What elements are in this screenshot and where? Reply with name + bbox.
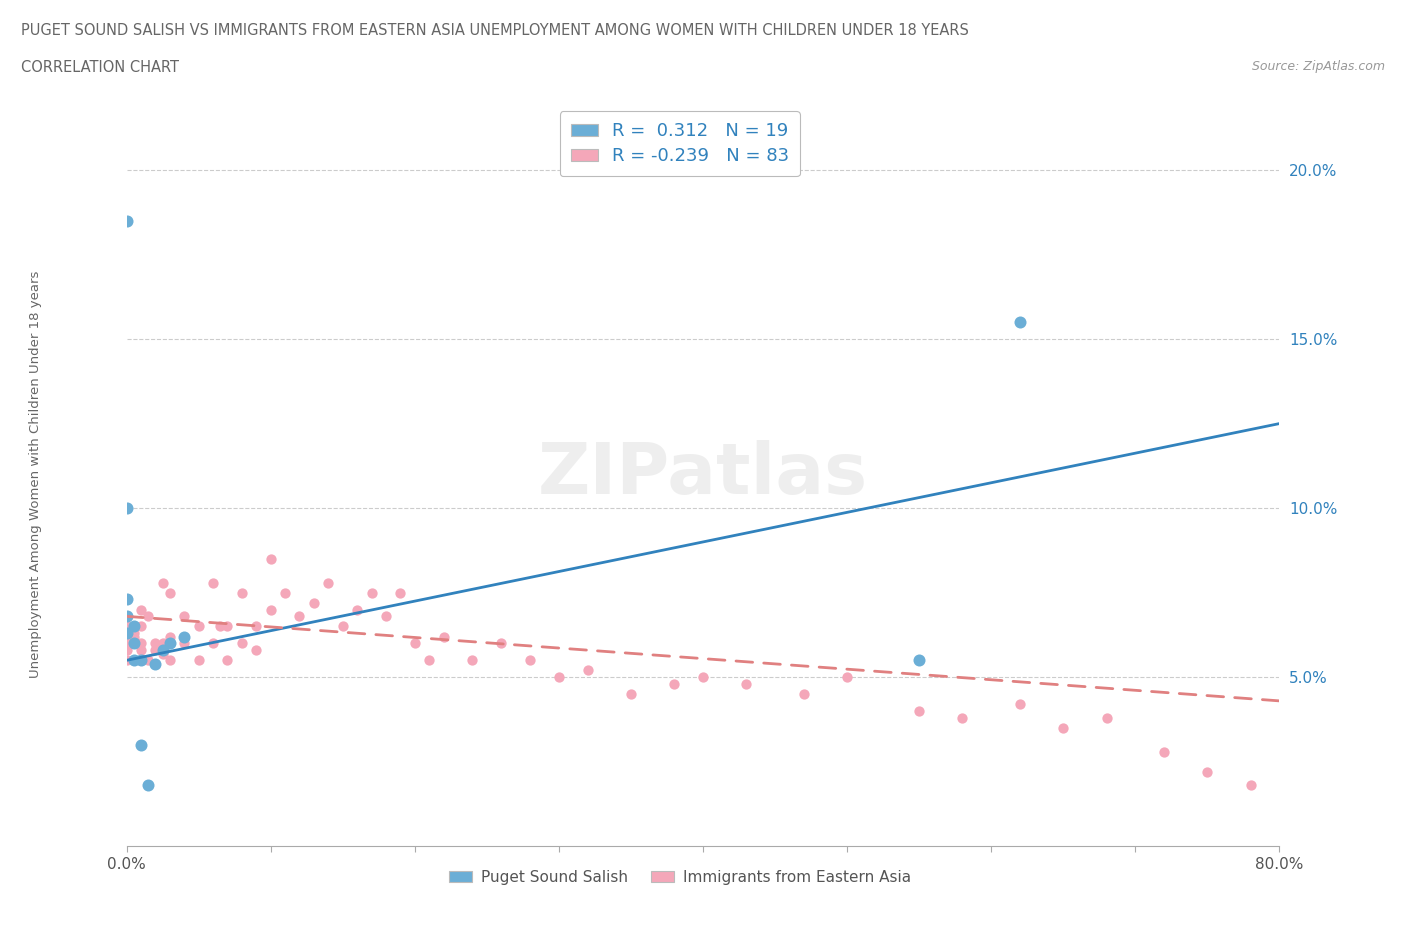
Point [129, 619, 152, 634]
Point [122, 636, 145, 651]
Point [548, 670, 571, 684]
Point [461, 653, 484, 668]
Text: Unemployment Among Women with Children Under 18 years: Unemployment Among Women with Children U… [28, 271, 42, 678]
Point [115, 609, 138, 624]
Point [1008, 697, 1031, 711]
Point [159, 585, 181, 600]
Point [202, 636, 225, 651]
Point [360, 585, 382, 600]
Point [1240, 778, 1263, 793]
Point [318, 575, 340, 590]
Point [302, 595, 325, 610]
Point [735, 676, 758, 691]
Point [136, 653, 159, 668]
Point [129, 653, 152, 668]
Point [115, 500, 138, 515]
Point [519, 653, 541, 668]
Point [274, 585, 297, 600]
Point [122, 653, 145, 668]
Point [374, 609, 398, 624]
Point [1008, 314, 1031, 329]
Point [122, 619, 145, 634]
Point [209, 619, 232, 634]
Point [433, 630, 456, 644]
Text: PUGET SOUND SALISH VS IMMIGRANTS FROM EASTERN ASIA UNEMPLOYMENT AMONG WOMEN WITH: PUGET SOUND SALISH VS IMMIGRANTS FROM EA… [21, 23, 969, 38]
Point [346, 602, 368, 617]
Point [620, 686, 643, 701]
Point [1153, 744, 1175, 759]
Point [115, 630, 138, 644]
Point [332, 619, 354, 634]
Legend: Puget Sound Salish, Immigrants from Eastern Asia: Puget Sound Salish, Immigrants from East… [443, 864, 917, 891]
Point [115, 213, 138, 228]
Point [122, 630, 145, 644]
Point [115, 609, 138, 624]
Point [1095, 711, 1118, 725]
Point [152, 636, 174, 651]
Point [489, 636, 512, 651]
Point [288, 609, 311, 624]
Text: ZIPatlas: ZIPatlas [538, 440, 868, 509]
Point [159, 653, 181, 668]
Point [231, 636, 253, 651]
Point [129, 602, 152, 617]
Point [173, 609, 195, 624]
Point [793, 686, 815, 701]
Point [115, 592, 138, 607]
Point [1052, 721, 1074, 736]
Point [217, 619, 239, 634]
Point [245, 643, 267, 658]
Point [217, 653, 239, 668]
Point [173, 630, 195, 644]
Point [404, 636, 426, 651]
Point [152, 643, 174, 658]
Point [835, 670, 858, 684]
Point [173, 630, 195, 644]
Point [145, 657, 166, 671]
Point [418, 653, 440, 668]
Point [136, 609, 159, 624]
Point [576, 663, 599, 678]
Point [231, 585, 253, 600]
Point [129, 737, 152, 752]
Point [389, 585, 412, 600]
Point [950, 711, 973, 725]
Point [259, 602, 281, 617]
Point [115, 653, 138, 668]
Point [152, 646, 174, 661]
Text: Source: ZipAtlas.com: Source: ZipAtlas.com [1251, 60, 1385, 73]
Point [664, 676, 686, 691]
Point [145, 643, 166, 658]
Point [122, 626, 145, 641]
Point [1197, 764, 1219, 779]
Point [145, 636, 166, 651]
Point [136, 778, 159, 793]
Point [129, 636, 152, 651]
Point [908, 653, 931, 668]
Point [202, 575, 225, 590]
Point [159, 636, 181, 651]
Text: CORRELATION CHART: CORRELATION CHART [21, 60, 179, 75]
Point [122, 619, 145, 634]
Point [908, 704, 931, 719]
Point [245, 619, 267, 634]
Point [187, 619, 209, 634]
Point [159, 630, 181, 644]
Point [115, 643, 138, 658]
Point [115, 619, 138, 634]
Point [115, 626, 138, 641]
Point [122, 636, 145, 651]
Point [152, 575, 174, 590]
Point [173, 636, 195, 651]
Point [692, 670, 714, 684]
Point [187, 653, 209, 668]
Point [259, 551, 281, 566]
Point [129, 643, 152, 658]
Point [115, 636, 138, 651]
